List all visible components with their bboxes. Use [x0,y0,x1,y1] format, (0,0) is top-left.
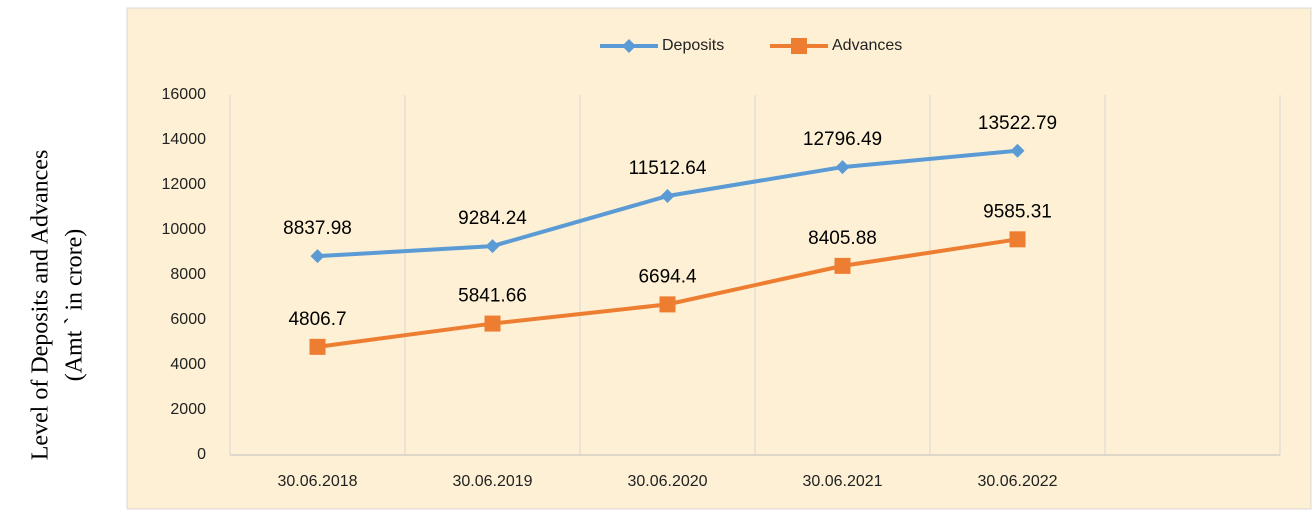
marker [485,239,500,254]
y-tick-label: 6000 [170,311,206,328]
data-label: 9585.31 [983,201,1052,222]
chart-area [126,7,1312,510]
x-tick-label: 30.06.2021 [802,473,882,490]
marker [310,249,325,264]
data-label: 8405.88 [808,228,877,249]
x-tick-label: 30.06.2022 [977,473,1057,490]
y-tick-label: 2000 [170,401,206,418]
y-axis-title: Level of Deposits and Advances [28,150,54,461]
y-tick-label: 4000 [170,356,206,373]
marker [660,188,675,203]
marker [309,338,326,355]
data-label: 13522.79 [978,113,1057,134]
y-tick-label: 12000 [162,176,207,193]
data-label: 5841.66 [458,286,527,307]
y-tick-label: 10000 [162,221,207,238]
data-label: 6694.4 [638,266,697,287]
legend-label: Deposits [662,37,724,54]
y-tick-label: 16000 [162,86,207,103]
y-tick-label: 0 [197,446,206,463]
data-label: 12796.49 [803,129,882,150]
legend-label: Advances [832,37,902,54]
marker [835,160,850,175]
x-tick-label: 30.06.2019 [452,473,532,490]
data-label: 4806.7 [288,309,346,330]
legend-marker [622,39,636,53]
x-tick-label: 30.06.2020 [627,473,707,490]
marker [1010,143,1025,158]
legend-marker [791,38,807,54]
marker [834,257,851,274]
y-tick-label: 8000 [170,266,206,283]
marker [1009,231,1026,248]
data-label: 11512.64 [629,158,707,179]
x-tick-label: 30.06.2018 [277,473,357,490]
marker [484,315,501,332]
y-tick-label: 14000 [162,131,207,148]
data-label: 9284.24 [458,208,527,229]
marker [659,296,676,313]
y-axis-title: (Amt ` in crore) [62,229,88,382]
data-label: 8837.98 [283,218,352,239]
